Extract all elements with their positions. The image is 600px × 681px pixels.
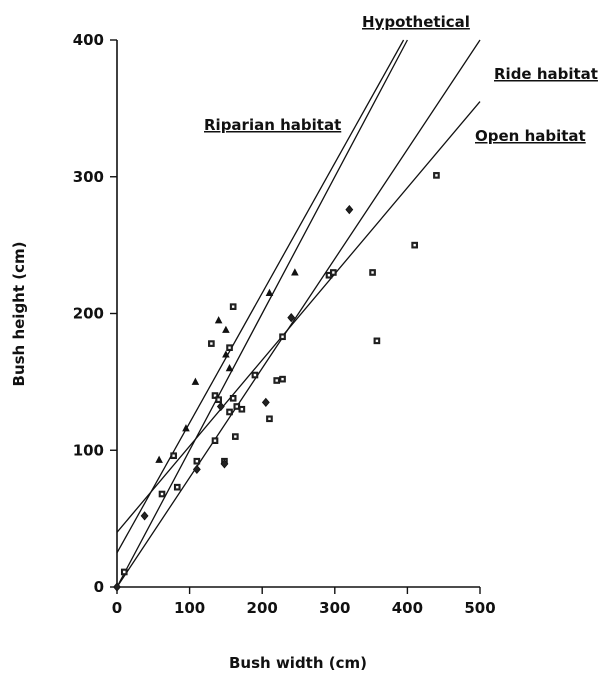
square-point-center [228, 410, 231, 414]
square-point-center [268, 417, 271, 420]
square-point-center [176, 485, 179, 489]
regression-line-3 [116, 101, 481, 533]
square-point-center [332, 271, 335, 274]
x-tick-label: 300 [319, 599, 350, 617]
y-tick-label: 200 [73, 305, 104, 323]
line-label-open: Open habitat [475, 127, 586, 145]
square-point-center [195, 459, 199, 463]
square-point-center [281, 335, 284, 338]
triangle-point [222, 325, 230, 333]
square-point-center [253, 373, 257, 377]
x-tick-label: 100 [174, 599, 205, 617]
square-point-center [228, 346, 231, 349]
triangle-point [265, 288, 274, 296]
axes: 0 100 200 300 400 500 0 100 200 300 400 [73, 31, 496, 617]
diamond-point [140, 511, 149, 521]
triangle-point [291, 268, 299, 276]
triangle-point [225, 364, 234, 372]
square-point-center [413, 243, 416, 247]
x-tick-label: 200 [247, 599, 278, 617]
square-point-center [231, 397, 235, 400]
square-point-center [231, 305, 235, 308]
triangle-point [191, 377, 200, 385]
square-point-center [235, 405, 238, 408]
triangle-point [182, 424, 190, 432]
square-point-center [327, 274, 331, 277]
square-point-center [123, 570, 126, 574]
diamond-point [220, 459, 229, 469]
diamond-point [287, 312, 296, 323]
square-point-center [217, 398, 220, 401]
line-label-ride: Ride habitat [494, 65, 598, 83]
regression-line-1 [116, 39, 405, 554]
square-point-center [435, 174, 438, 177]
square-point-center [172, 454, 175, 457]
triangle-point [155, 455, 163, 463]
y-tick-label: 300 [73, 168, 104, 186]
diamond-point [216, 401, 225, 412]
line-label-hypothetical: Hypothetical [362, 13, 470, 31]
y-tick-label: 0 [94, 578, 104, 596]
x-tick-label: 400 [392, 599, 423, 617]
x-axis-title: Bush width (cm) [229, 654, 367, 672]
square-point-center [210, 342, 213, 345]
data-points [113, 172, 440, 592]
y-axis-title: Bush height (cm) [10, 242, 28, 387]
square-point-center [275, 379, 278, 382]
diamond-point [192, 464, 201, 475]
square-point-center [234, 435, 237, 438]
square-point-center [240, 408, 244, 411]
square-point-center [160, 492, 164, 496]
regression-lines [116, 39, 481, 588]
diamond-point [113, 582, 121, 592]
chart-labels: Bush width (cm) Bush height (cm) Hypothe… [10, 13, 598, 672]
y-tick-label: 100 [73, 441, 104, 459]
regression-line-0 [116, 39, 408, 588]
square-point-center [213, 394, 217, 397]
diamond-point [261, 397, 270, 408]
y-tick-label: 400 [73, 31, 104, 49]
square-point-center [371, 271, 374, 274]
diamond-point [345, 204, 354, 215]
regression-line-2 [116, 39, 481, 588]
square-point-center [213, 439, 217, 442]
x-tick-label: 500 [464, 599, 495, 617]
square-point-center [281, 377, 284, 381]
triangle-point [222, 350, 230, 358]
square-point-center [375, 339, 379, 343]
line-label-riparian: Riparian habitat [204, 116, 341, 134]
triangle-point [214, 316, 223, 324]
x-tick-label: 0 [112, 599, 122, 617]
